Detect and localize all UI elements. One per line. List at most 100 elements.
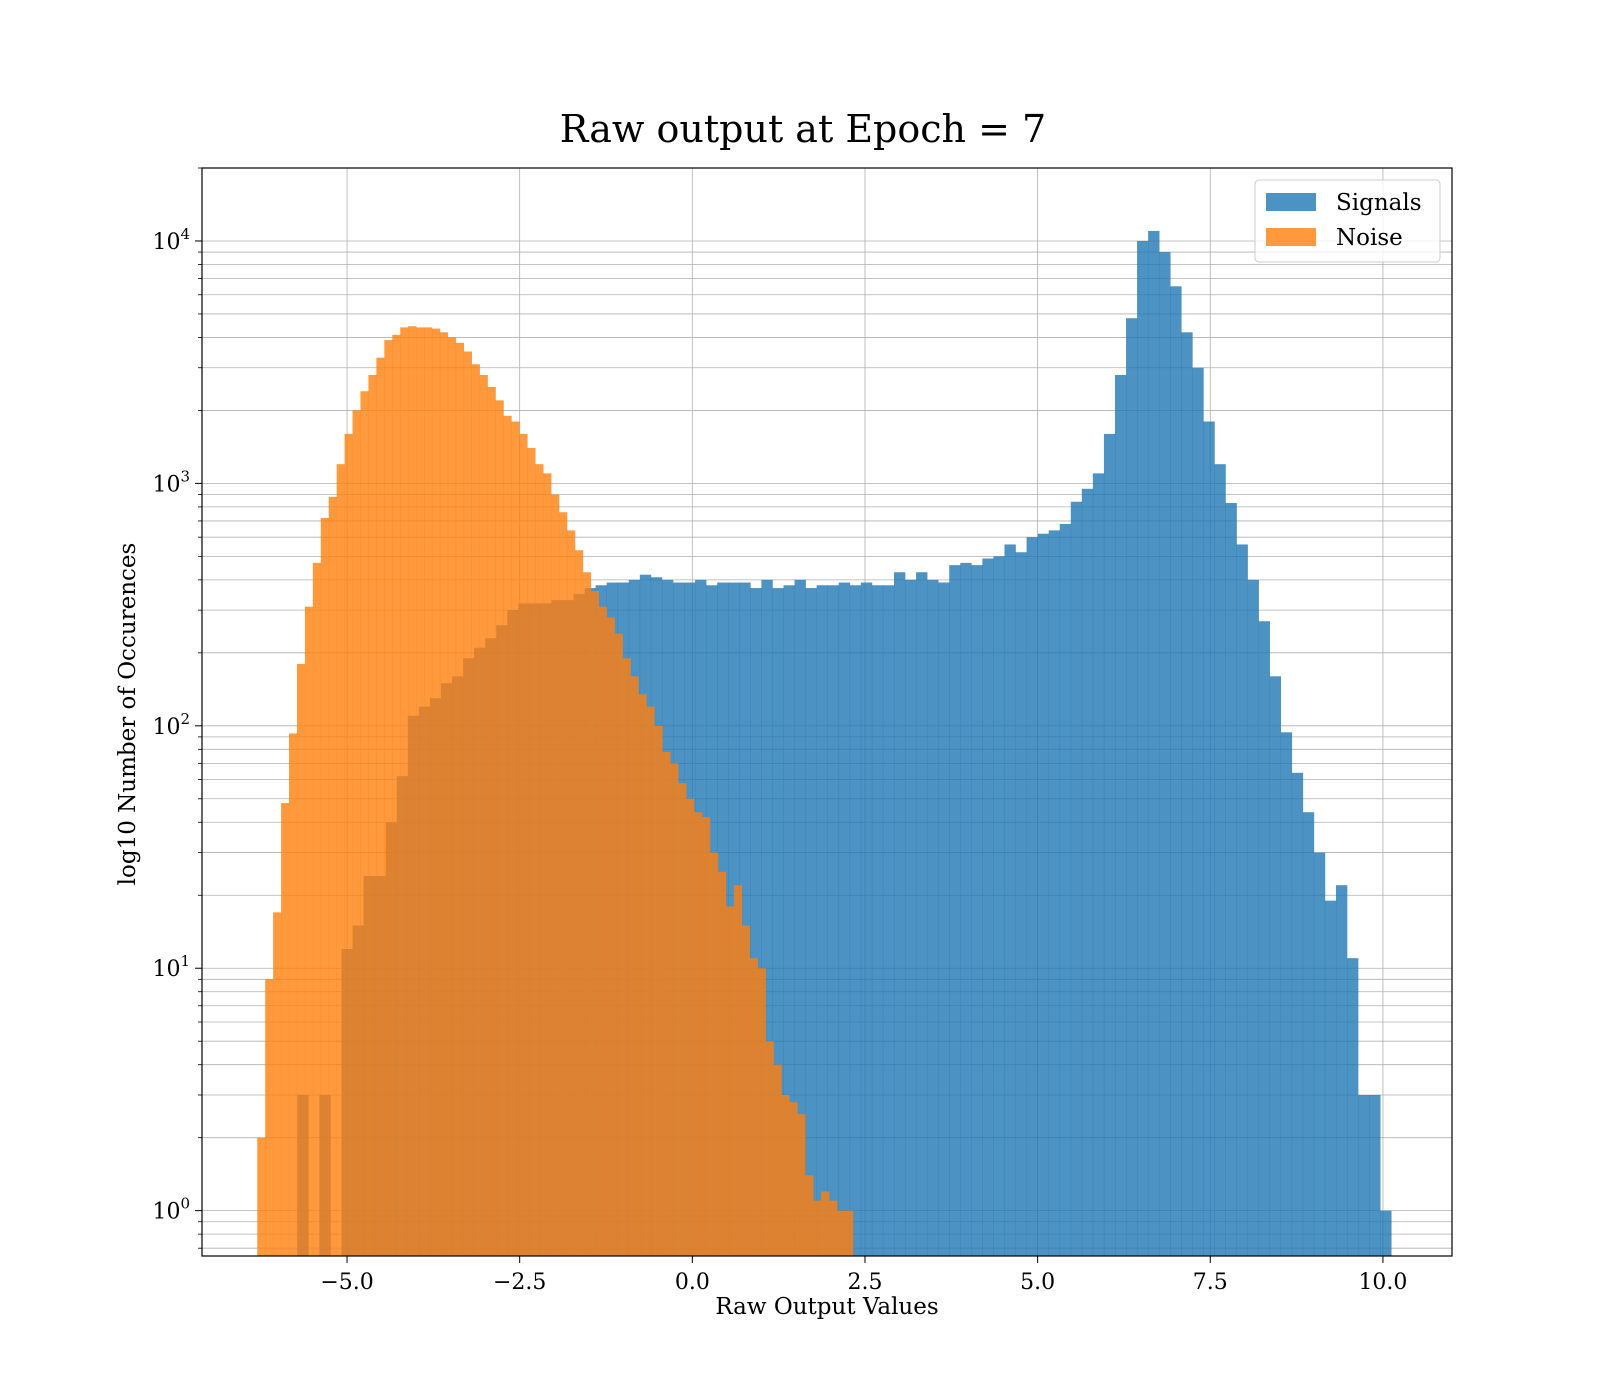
histogram-bar [574, 550, 584, 1256]
histogram-bar [893, 572, 906, 1256]
histogram-bar [816, 585, 828, 1256]
histogram-bar [1269, 676, 1282, 1256]
histogram-bar [1004, 544, 1016, 1256]
histogram-bar [1369, 1094, 1381, 1256]
legend-label-signals: Signals [1336, 190, 1422, 216]
histogram-bar [296, 663, 306, 1256]
histogram-bar [678, 783, 687, 1256]
histogram-bar [431, 328, 441, 1256]
histogram-bar [368, 374, 377, 1256]
histogram-bar [495, 400, 504, 1256]
histogram-bar [1148, 230, 1160, 1256]
histogram-bar [694, 812, 703, 1256]
legend-swatch-signals [1266, 193, 1316, 211]
histogram-bar [662, 751, 671, 1256]
histogram-bar [725, 906, 735, 1256]
histogram-bar [702, 817, 711, 1256]
histogram-bar [805, 1175, 814, 1256]
histogram-bar [376, 357, 385, 1256]
histogram-bar [1114, 374, 1127, 1256]
histogram-bar [455, 342, 465, 1256]
histogram-bar [614, 633, 623, 1256]
histogram-bar [849, 585, 862, 1256]
histogram-bar [606, 617, 615, 1256]
histogram-bar [281, 803, 290, 1256]
plot-frame [201, 167, 1453, 1257]
histogram-bar [598, 606, 607, 1256]
histogram-bar [416, 327, 425, 1256]
histogram-bar [1335, 885, 1348, 1256]
histogram-bar [1214, 464, 1226, 1256]
histogram-bar [535, 464, 544, 1256]
histogram-bar [344, 433, 353, 1257]
histogram-bar [1358, 1094, 1370, 1256]
histogram-bar [813, 1200, 822, 1256]
x-tick-label: 5.0 [1020, 1270, 1055, 1295]
legend-swatch-noise [1266, 228, 1316, 246]
histogram-bar [1324, 900, 1337, 1256]
histogram-bar [439, 332, 449, 1256]
histogram-bar [257, 1137, 266, 1256]
histogram-bar [829, 1200, 838, 1256]
histogram-bar [1081, 488, 1094, 1256]
histogram-bar [709, 852, 719, 1256]
histogram-bar [328, 496, 337, 1256]
histogram-bar [471, 364, 480, 1256]
histogram-bar [566, 530, 576, 1256]
histogram-bar [392, 334, 401, 1256]
x-axis-ticks: −5.0 −2.5 0.0 2.5 5.0 7.5 10.0 [320, 1256, 1407, 1295]
x-tick-label: 7.5 [1193, 1270, 1228, 1295]
histogram-bar [519, 433, 528, 1257]
histogram-bar [844, 1210, 854, 1256]
histogram-bar [821, 1191, 830, 1256]
histogram-bar [543, 473, 552, 1257]
histogram-bar [927, 579, 939, 1256]
x-tick-label: 0.0 [675, 1270, 710, 1295]
histogram-bar [686, 798, 695, 1256]
histogram-bar [781, 1094, 790, 1256]
histogram-bar [352, 410, 361, 1256]
histogram-bar [1225, 503, 1237, 1256]
histogram-bar [1037, 533, 1049, 1256]
histogram-bar [938, 582, 950, 1256]
histogram-bar [670, 763, 679, 1256]
histogram-bar [312, 562, 322, 1256]
histogram-bar [1192, 367, 1204, 1257]
histogram-bar [1170, 286, 1182, 1256]
histogram-bar [1247, 579, 1259, 1256]
histogram-bar [630, 676, 639, 1256]
histogram-bar [273, 912, 282, 1256]
series-noise [257, 326, 854, 1257]
histogram-bar [487, 386, 496, 1257]
histogram-bar [1181, 332, 1193, 1256]
y-tick-label: 100 [152, 1195, 190, 1225]
histogram-bar [511, 421, 520, 1256]
histogram-bar [1291, 772, 1304, 1256]
histogram-bar [993, 556, 1005, 1256]
histogram-bar [320, 517, 330, 1256]
histogram-bar [503, 415, 512, 1257]
histogram-bar [582, 572, 592, 1256]
chart-title: Raw output at Epoch = 7 [560, 107, 1046, 151]
histogram-bar [882, 585, 895, 1256]
y-tick-label: 103 [152, 467, 190, 497]
legend: Signals Noise [1254, 179, 1441, 263]
histogram-bar [1137, 240, 1149, 1256]
y-tick-label: 101 [152, 952, 190, 982]
histogram-bar [1203, 421, 1215, 1256]
histogram-bar [837, 1210, 846, 1256]
histogram-bar [949, 565, 961, 1256]
histogram-bar [789, 1102, 798, 1256]
histogram-bar [408, 326, 417, 1257]
histogram-bar [1015, 552, 1027, 1256]
histogram-bar [479, 374, 488, 1256]
y-tick-label: 104 [152, 225, 190, 255]
histogram-bar [772, 588, 784, 1256]
histogram-bar [827, 585, 840, 1256]
histogram-bar [559, 512, 568, 1256]
histogram-bar [741, 925, 750, 1256]
histogram-bar [1236, 544, 1248, 1256]
histogram-bar [750, 588, 762, 1256]
histogram-bar [1159, 252, 1171, 1256]
